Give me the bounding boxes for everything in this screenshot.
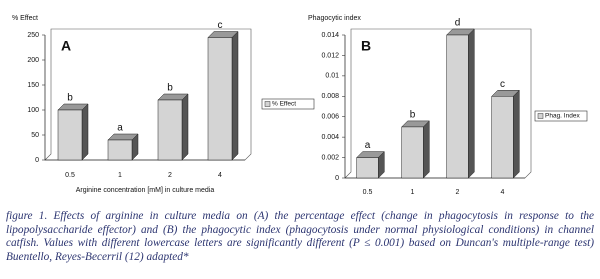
y-tick-label: 0.004 [321,134,339,141]
bar [356,157,379,179]
y-tick-label: 150 [27,82,39,89]
bar-side [81,103,89,161]
panel-label: B [361,38,371,54]
bar [207,37,233,161]
legend-swatch [537,113,544,119]
y-tick-label: 100 [27,107,39,114]
legend-box [261,98,315,110]
bar [107,139,133,161]
y-tick-label: 200 [27,57,39,64]
x-axis-label: Arginine concentration [mM] in culture m… [76,187,215,194]
legend-swatch [264,101,271,107]
y-tick-label: 0.008 [321,93,339,100]
bar-annotation: b [167,83,173,94]
y-axis-label: Phagocytic index [308,15,361,22]
x-tick-label: 1 [118,172,122,179]
bar-side [468,28,475,179]
y-tick-label: 0.012 [321,52,339,59]
bar [157,99,183,161]
bar-annotation: a [117,123,123,134]
bar-side [513,89,520,179]
y-tick-label: 0.002 [321,154,339,161]
y-tick-label: 50 [31,132,39,139]
x-tick-label: 1 [411,189,415,196]
x-tick-label: 2 [456,189,460,196]
x-tick-label: 0.5 [363,189,373,196]
y-tick-label: 250 [27,32,39,39]
y-tick-label: 0 [35,157,39,164]
bar-side [423,120,430,179]
y-tick-label: 0.006 [321,114,339,121]
bar-annotation: d [455,18,461,29]
x-tick-label: 4 [501,189,505,196]
bar-side [231,30,239,161]
bar [57,109,83,161]
bar [491,96,514,179]
panel-label: A [61,38,71,54]
bar-annotation: b [67,93,73,104]
bar-annotation: c [218,20,223,31]
y-tick-label: 0.01 [325,73,339,80]
bar-annotation: b [410,110,416,121]
x-tick-label: 2 [168,172,172,179]
y-tick-label: 0.014 [321,32,339,39]
legend-label: Phag. Index [545,113,580,120]
x-tick-label: 0.5 [65,172,75,179]
figure: % Effect Arginine concentration [mM] in c… [12,15,588,196]
bar [446,34,469,179]
caption: figure 1. Effects of arginine in culture… [6,210,594,263]
y-axis-label: % Effect [12,15,38,22]
x-tick-label: 4 [218,172,222,179]
bar-side [181,93,189,161]
bar [401,126,424,179]
bar-annotation: c [500,79,505,90]
legend-box [534,110,588,122]
legend-label: % Effect [272,101,296,108]
y-tick-label: 0 [335,175,339,182]
bar-annotation: a [365,140,371,151]
